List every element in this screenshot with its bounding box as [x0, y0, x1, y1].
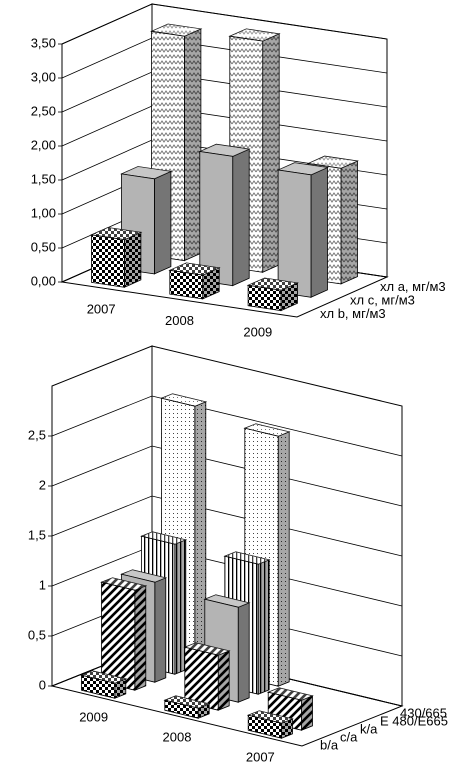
grid-line [51, 495, 403, 557]
bar-side-shade [114, 678, 126, 699]
bar-side-shade [194, 401, 206, 667]
y-tick-label: 1,5 [28, 527, 46, 542]
bar-side-shade [258, 559, 270, 695]
legend-label: хл b, мг/м3 [320, 306, 386, 321]
legend-label: хл c, мг/м3 [350, 292, 415, 307]
bar-front [199, 151, 234, 287]
y-tick-label: 0 [39, 677, 46, 692]
y-tick-label: 0,5 [28, 627, 46, 642]
bar-top-shade [229, 28, 280, 42]
grid-line [51, 395, 403, 457]
bar-top-shade [248, 710, 293, 724]
bar-side-shade [134, 585, 146, 691]
bar-side-shade [232, 149, 250, 286]
y-tick-label: 0,00 [31, 273, 56, 288]
grid-line [61, 37, 388, 79]
bar [163, 695, 211, 719]
bar-front [91, 234, 125, 288]
y-tick-label: 2,50 [31, 103, 56, 118]
bar-top-shade [91, 227, 141, 240]
bar [228, 28, 281, 273]
bar-top-shade [101, 577, 146, 591]
bar [80, 670, 128, 699]
bar-top-shade [268, 687, 313, 701]
x-tick-label: 2007 [87, 301, 116, 316]
y-tick-label: 2 [39, 477, 46, 492]
y-tick-label: 1,50 [31, 171, 56, 186]
bar [246, 277, 299, 312]
bar-top-shade [248, 278, 298, 291]
bar-front [81, 674, 116, 699]
x-tick-label: 2009 [79, 709, 108, 724]
bar-front [169, 269, 204, 300]
legend-label: E 480/E665 [380, 713, 448, 728]
legend-label: k/a [360, 721, 378, 736]
bar-top-shade [224, 551, 270, 565]
y-tick-label: 2,5 [28, 427, 46, 442]
bar-front [277, 169, 312, 298]
bar-top-shade [184, 642, 230, 656]
bar [183, 642, 231, 711]
legend-label: 430/665 [400, 705, 447, 720]
grid-line [51, 445, 403, 507]
bar [90, 227, 143, 288]
bar-top-shade [244, 423, 290, 437]
grid-line [61, 71, 388, 113]
bar-side-shade [262, 33, 280, 273]
y-tick-label: 3,00 [31, 69, 56, 84]
bar-side-shade [278, 431, 290, 687]
bar [246, 710, 294, 739]
x-tick-label: 2009 [243, 325, 272, 340]
bar-side-shade [154, 577, 166, 683]
bar-top-shade [121, 569, 166, 583]
bar-side-shade [154, 171, 171, 274]
bar [198, 143, 251, 287]
y-tick-label: 0,50 [31, 239, 56, 254]
bar-front [164, 699, 199, 719]
y-tick-label: 1 [39, 577, 46, 592]
bar-top-shade [278, 162, 328, 175]
y-tick-label: 3,50 [31, 35, 56, 50]
bar [168, 262, 221, 300]
bar-top-shade [81, 670, 126, 684]
legend-label: хл a, мг/м3 [380, 279, 446, 294]
bar-side-shade [341, 161, 358, 284]
bar-top-shade [164, 695, 210, 709]
bar-side-shade [174, 539, 186, 675]
bar-side-shade [184, 28, 201, 261]
bar-side-shade [124, 232, 141, 288]
bar-top-shade [161, 393, 206, 407]
bar-side-shade [301, 695, 313, 731]
bar-top-shade [204, 594, 250, 608]
bar-side-shade [281, 718, 293, 739]
x-tick-label: 2008 [165, 313, 194, 328]
bar-side-shade [238, 602, 250, 703]
y-tick-label: 2,00 [31, 137, 56, 152]
legend-label: c/a [340, 729, 358, 744]
bar-side-shade [218, 650, 230, 711]
x-tick-label: 2008 [163, 729, 192, 744]
grid-line [61, 105, 388, 147]
bar-side-shade [202, 267, 220, 299]
bar-top-shade [141, 531, 186, 545]
bar-side-shade [311, 167, 328, 298]
x-tick-label: 2007 [246, 749, 275, 764]
legend-label: b/a [320, 737, 339, 752]
y-tick-label: 1,00 [31, 205, 56, 220]
bar [100, 577, 148, 691]
bar [276, 162, 329, 298]
bar-top-shade [199, 144, 250, 157]
bar-side-shade [281, 282, 298, 311]
bar-front [247, 284, 282, 312]
bar-front [247, 714, 282, 739]
bar-top-shade [151, 24, 201, 37]
grid-line [61, 3, 388, 45]
